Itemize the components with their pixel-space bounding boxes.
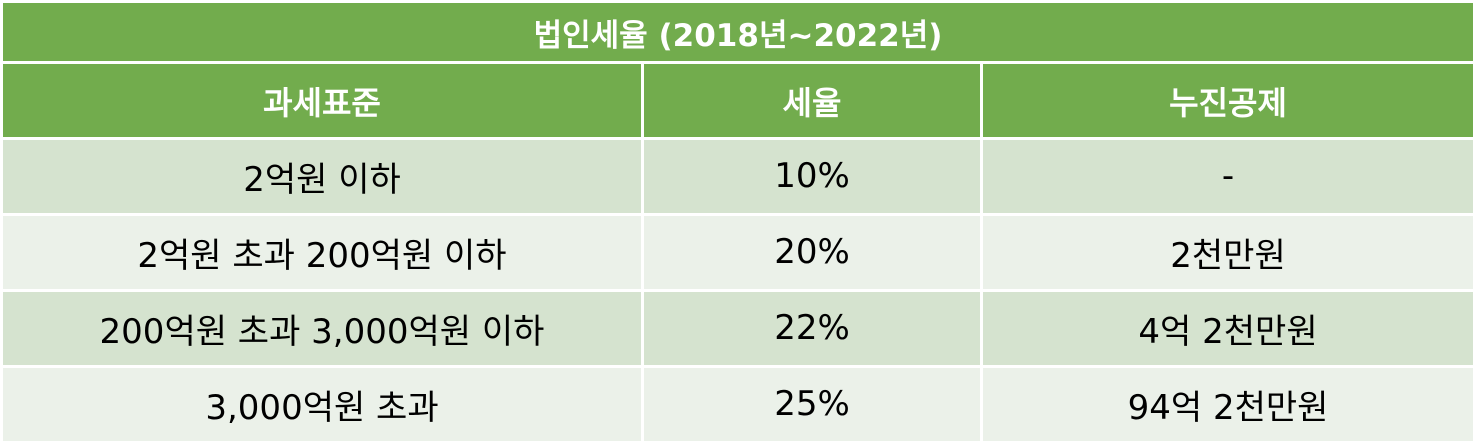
table-row: 2억원 초과 200억원 이하 20% 2천만원 (3, 215, 1474, 289)
cell-deduction: 4억 2천만원 (983, 291, 1474, 365)
cell-deduction: - (983, 139, 1474, 213)
table-row: 3,000억원 초과 25% 94억 2천만원 (3, 367, 1474, 441)
table-title: 법인세율 (2018년~2022년) (3, 3, 1474, 62)
table-row: 200억원 초과 3,000억원 이하 22% 4억 2천만원 (3, 291, 1474, 365)
cell-tax-base: 2억원 이하 (3, 139, 641, 213)
cell-tax-rate: 25% (644, 367, 980, 441)
table-row: 2억원 이하 10% - (3, 139, 1474, 213)
table-header-row: 과세표준 세율 누진공제 (3, 64, 1474, 137)
cell-tax-base: 200억원 초과 3,000억원 이하 (3, 291, 641, 365)
cell-tax-rate: 22% (644, 291, 980, 365)
cell-tax-base: 3,000억원 초과 (3, 367, 641, 441)
header-tax-rate: 세율 (644, 64, 980, 137)
cell-tax-rate: 10% (644, 139, 980, 213)
header-tax-base: 과세표준 (3, 64, 641, 137)
table-title-row: 법인세율 (2018년~2022년) (3, 3, 1474, 62)
cell-tax-base: 2억원 초과 200억원 이하 (3, 215, 641, 289)
cell-tax-rate: 20% (644, 215, 980, 289)
header-progressive-deduction: 누진공제 (983, 64, 1474, 137)
cell-deduction: 94억 2천만원 (983, 367, 1474, 441)
cell-deduction: 2천만원 (983, 215, 1474, 289)
